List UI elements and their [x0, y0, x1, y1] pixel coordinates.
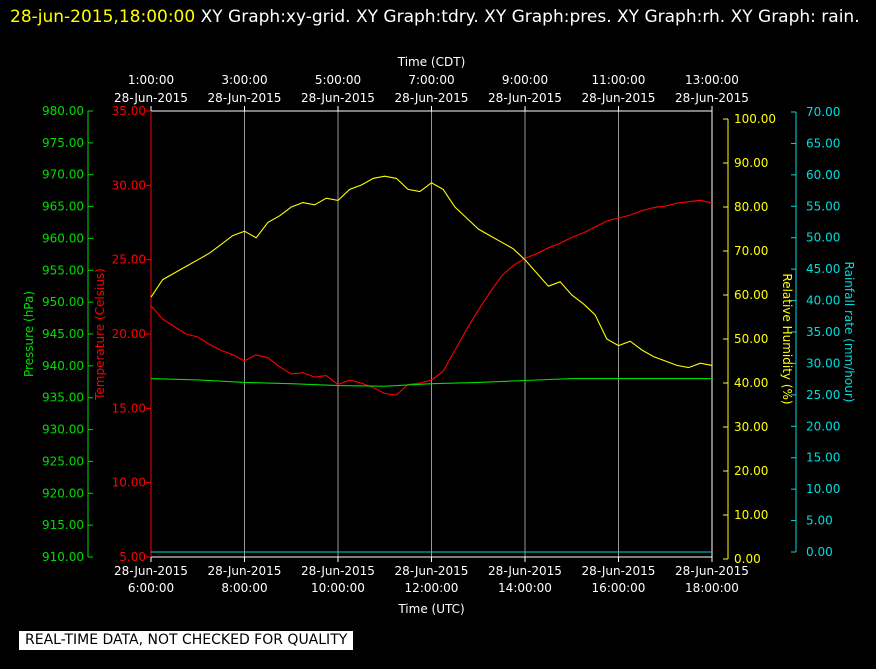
humidity-tick-label: 90.00 — [734, 156, 768, 170]
humidity-tick-label: 0.00 — [734, 552, 761, 566]
humidity-tick-label: 100.00 — [734, 112, 776, 126]
humidity-tick-label: 70.00 — [734, 244, 768, 258]
rain-tick-label: 40.00 — [806, 294, 840, 308]
pressure-tick-label: 960.00 — [42, 231, 84, 245]
rain-tick-label: 50.00 — [806, 231, 840, 245]
x-top-tick-time: 5:00:00 — [315, 73, 361, 87]
x-bottom-tick-time: 18:00:00 — [685, 581, 739, 595]
x-bottom-tick-date: 28-Jun-2015 — [488, 564, 562, 578]
x-top-tick-time: 13:00:00 — [685, 73, 739, 87]
temperature-tick-label: 5.00 — [119, 550, 146, 564]
chart-title: 28-jun-2015,18:00:00 XY Graph:xy-grid. X… — [10, 2, 870, 32]
rain-tick-label: 25.00 — [806, 388, 840, 402]
pressure-tick-label: 980.00 — [42, 104, 84, 118]
pressure-tick-label: 975.00 — [42, 136, 84, 150]
pressure-tick-label: 910.00 — [42, 550, 84, 564]
x-bottom-tick-date: 28-Jun-2015 — [114, 564, 188, 578]
axis-titles: Time (UTC) Time (CDT) Pressure (hPa) Temper… — [22, 55, 856, 616]
temperature-axis-title: Temperature (Celsius) — [93, 268, 107, 401]
pressure-tick-label: 950.00 — [42, 295, 84, 309]
rain-tick-label: 70.00 — [806, 105, 840, 119]
temperature-tick-label: 35.00 — [112, 104, 146, 118]
x-bottom-tick-date: 28-Jun-2015 — [208, 564, 282, 578]
pressure-tick-label: 915.00 — [42, 518, 84, 532]
x-bottom-tick-time: 12:00:00 — [405, 581, 459, 595]
rain-tick-label: 45.00 — [806, 262, 840, 276]
title-graph-list: XY Graph:xy-grid. XY Graph:tdry. XY Grap… — [200, 7, 860, 27]
x-bottom-tick-date: 28-Jun-2015 — [395, 564, 469, 578]
rain-tick-label: 5.00 — [806, 514, 833, 528]
temperature-tick-label: 25.00 — [112, 253, 146, 267]
series-line-tdry — [150, 199, 713, 396]
rain-tick-label: 55.00 — [806, 199, 840, 213]
x-bottom-tick-date: 28-Jun-2015 — [301, 564, 375, 578]
pressure-tick-label: 930.00 — [42, 423, 84, 437]
x-top-tick-date: 28-Jun-2015 — [395, 91, 469, 105]
grid — [244, 111, 619, 557]
rain-tick-label: 10.00 — [806, 482, 840, 496]
x-top-tick-date: 28-Jun-2015 — [488, 91, 562, 105]
humidity-tick-label: 20.00 — [734, 464, 768, 478]
x-top-tick-time: 9:00:00 — [502, 73, 548, 87]
quality-notice: REAL-TIME DATA, NOT CHECKED FOR QUALITY — [19, 631, 354, 650]
x-top-tick-date: 28-Jun-2015 — [675, 91, 749, 105]
temperature-tick-label: 30.00 — [112, 178, 146, 192]
x-bottom-tick-date: 28-Jun-2015 — [582, 564, 656, 578]
humidity-tick-label: 30.00 — [734, 420, 768, 434]
rain-tick-label: 20.00 — [806, 419, 840, 433]
pressure-tick-label: 970.00 — [42, 168, 84, 182]
pressure-tick-label: 945.00 — [42, 327, 84, 341]
rain-tick-label: 30.00 — [806, 356, 840, 370]
rain-tick-label: 15.00 — [806, 451, 840, 465]
x-top-tick-date: 28-Jun-2015 — [582, 91, 656, 105]
humidity-tick-label: 50.00 — [734, 332, 768, 346]
x-bottom-tick-time: 6:00:00 — [128, 581, 174, 595]
pressure-axis-title: Pressure (hPa) — [22, 291, 36, 377]
pressure-tick-label: 940.00 — [42, 359, 84, 373]
pressure-tick-label: 955.00 — [42, 263, 84, 277]
temperature-tick-label: 15.00 — [112, 401, 146, 415]
x-bottom-tick-time: 16:00:00 — [592, 581, 646, 595]
temperature-tick-label: 20.00 — [112, 327, 146, 341]
rain-tick-label: 0.00 — [806, 545, 833, 559]
humidity-tick-label: 10.00 — [734, 508, 768, 522]
humidity-tick-label: 60.00 — [734, 288, 768, 302]
pressure-tick-label: 920.00 — [42, 486, 84, 500]
temperature-tick-label: 10.00 — [112, 476, 146, 490]
pressure-tick-label: 935.00 — [42, 391, 84, 405]
pressure-tick-label: 965.00 — [42, 200, 84, 214]
series-line-rh — [150, 175, 713, 369]
x-top-tick-date: 28-Jun-2015 — [208, 91, 282, 105]
x-top-tick-time: 7:00:00 — [408, 73, 454, 87]
x-bottom-tick-time: 8:00:00 — [221, 581, 267, 595]
humidity-axis-title: Relative Humidity (%) — [780, 273, 794, 404]
x-top-axis-title: Time (CDT) — [397, 55, 466, 69]
series-lines — [150, 175, 713, 553]
x-top-tick-time: 3:00:00 — [221, 73, 267, 87]
rain-tick-label: 35.00 — [806, 325, 840, 339]
x-top-tick-time: 11:00:00 — [592, 73, 646, 87]
x-top-tick-time: 1:00:00 — [128, 73, 174, 87]
x-bottom-axis-title: Time (UTC) — [397, 602, 464, 616]
x-top-tick-date: 28-Jun-2015 — [114, 91, 188, 105]
rain-axis-title: Rainfall rate (mm/hour) — [842, 262, 856, 403]
x-bottom-tick-time: 10:00:00 — [311, 581, 365, 595]
rain-tick-label: 65.00 — [806, 136, 840, 150]
humidity-tick-label: 80.00 — [734, 200, 768, 214]
title-timestamp: 28-jun-2015,18:00:00 — [10, 7, 196, 27]
axes: 28-Jun-2015 6:00:00 1:00:00 28-Jun-2015 28-J… — [42, 73, 840, 595]
series-line-pres — [150, 378, 712, 387]
humidity-tick-label: 40.00 — [734, 376, 768, 390]
x-bottom-tick-date: 28-Jun-2015 — [675, 564, 749, 578]
x-top-tick-date: 28-Jun-2015 — [301, 91, 375, 105]
pressure-tick-label: 925.00 — [42, 454, 84, 468]
x-bottom-tick-time: 14:00:00 — [498, 581, 552, 595]
rain-tick-label: 60.00 — [806, 168, 840, 182]
